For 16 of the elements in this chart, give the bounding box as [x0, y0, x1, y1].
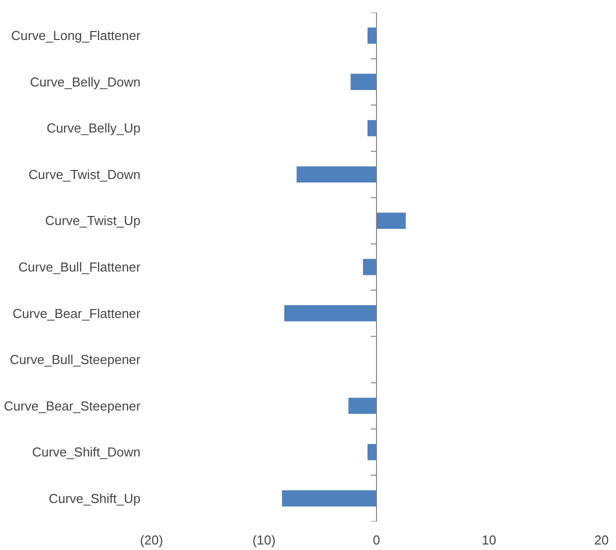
y-tick-label: Curve_Twist_Down: [28, 166, 141, 182]
y-tick-label: Curve_Shift_Up: [48, 490, 141, 506]
x-tick-label: 20: [594, 532, 609, 548]
y-tick-label: Curve_Shift_Down: [32, 444, 141, 460]
x-tick-label: (10): [252, 532, 276, 548]
x-tick-label: (20): [140, 532, 164, 548]
y-tick-label: Curve_Twist_Up: [45, 213, 141, 228]
y-tick-label: Curve_Belly_Up: [46, 120, 141, 136]
y-tick-label: Curve_Bear_Flattener: [12, 306, 142, 321]
y-tick-label: Curve_Long_Flattener: [11, 28, 142, 44]
y-tick-label: Curve_Belly_Down: [30, 74, 141, 90]
x-tick-label: 0: [372, 532, 380, 548]
x-tick-label: 10: [482, 532, 496, 548]
y-tick-label: Curve_Bear_Steepener: [4, 398, 142, 414]
y-tick-label: Curve_Bull_Steepener: [10, 352, 142, 368]
y-tick-label: Curve_Bull_Flattener: [18, 260, 142, 274]
